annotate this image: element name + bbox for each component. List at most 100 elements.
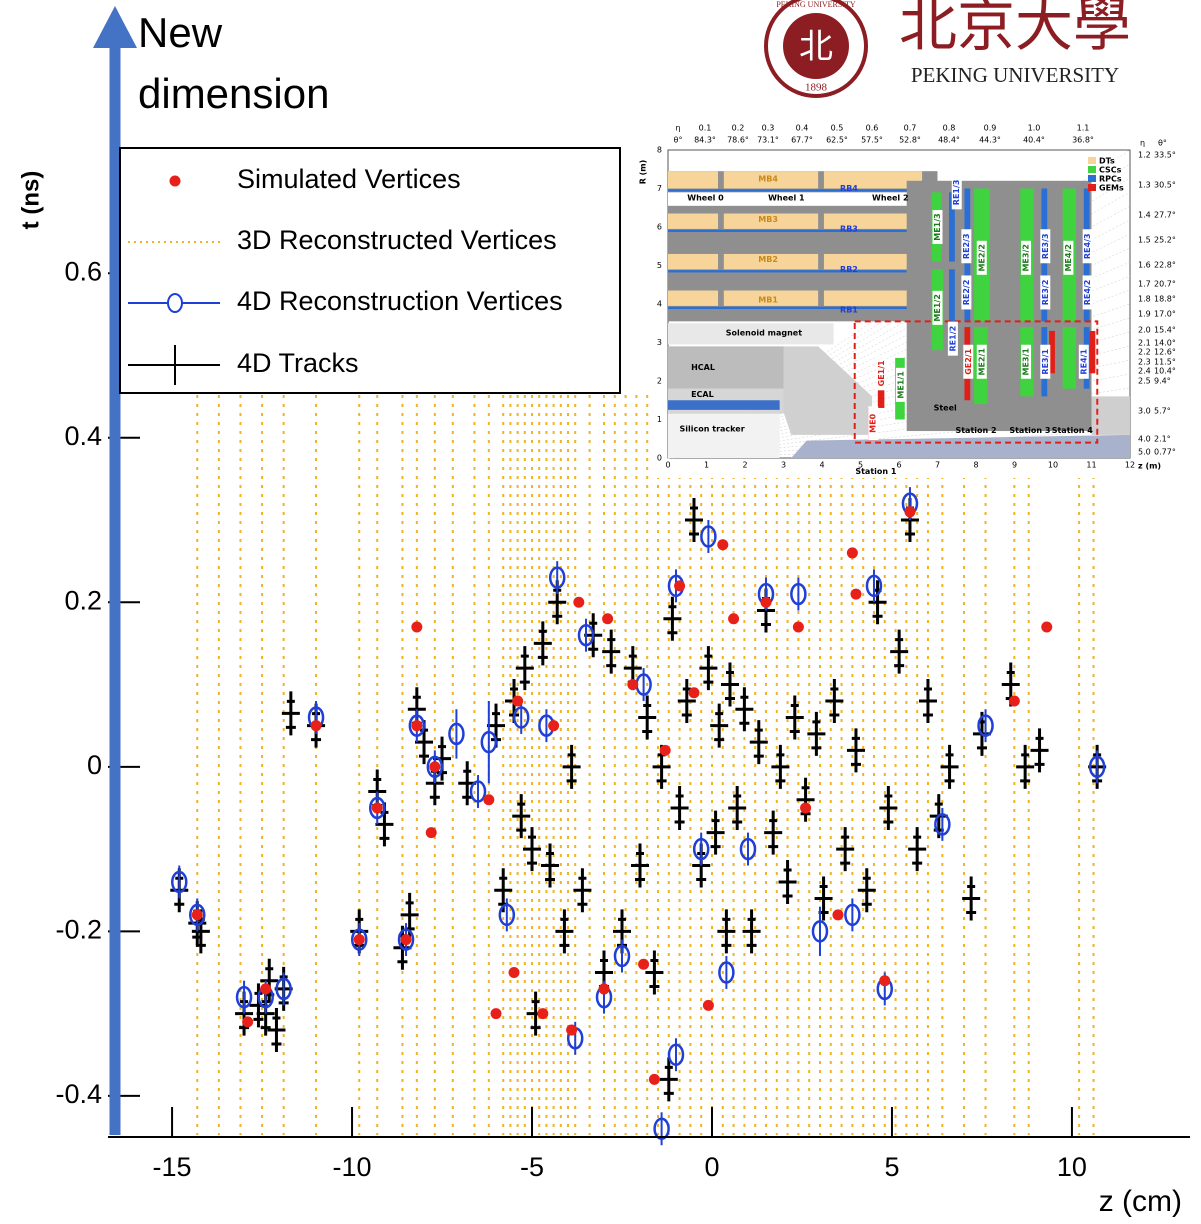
inset-eta-right: 2.5	[1138, 377, 1151, 386]
track	[487, 703, 506, 748]
track	[526, 991, 545, 1036]
inset-vertical-label: ME2/2	[977, 244, 986, 271]
simulated-vertex	[353, 934, 365, 946]
track	[433, 736, 452, 781]
simulated-vertex	[1041, 621, 1053, 633]
inset-legend-label: CSCs	[1099, 166, 1122, 175]
track	[778, 859, 797, 904]
dt-chamber	[823, 253, 923, 270]
inset-label-bg	[1040, 344, 1051, 379]
inset-r-tick: 3	[657, 338, 662, 347]
inset-label: ECAL	[691, 390, 714, 399]
track	[879, 785, 898, 830]
inset-eta-right: 1.2	[1138, 151, 1151, 160]
logo-name-en: PEKING UNIVERSITY	[911, 63, 1119, 87]
track	[890, 629, 909, 674]
legend-label: 4D Reconstruction Vertices	[237, 286, 563, 316]
reco-vertex	[235, 985, 253, 1009]
reco-vertex	[577, 623, 595, 647]
track	[807, 711, 826, 756]
inset-label-bg	[976, 344, 987, 379]
inset-eta-top: 1.0	[1028, 124, 1041, 133]
reco-vertex	[790, 582, 807, 606]
track	[857, 868, 876, 913]
simulated-vertex	[573, 596, 585, 608]
legend-marker	[167, 293, 183, 313]
inset-label-bg	[1082, 229, 1093, 264]
inset-label-bg	[1040, 275, 1051, 310]
legend-label: 3D Reconstructed Vertices	[237, 225, 557, 255]
inset-vertical-label: RE4/1	[1079, 348, 1088, 374]
inset-legend-swatch	[1088, 175, 1096, 182]
rpc-barrel	[668, 229, 923, 233]
inset-z-tick: 8	[973, 461, 978, 470]
track	[1016, 744, 1035, 789]
simulated-vertex	[411, 621, 423, 633]
track	[1001, 662, 1020, 707]
inset-theta-right: 9.4°	[1154, 377, 1171, 386]
inset-vertical-label: ME1/1	[896, 371, 905, 399]
track	[659, 1057, 678, 1102]
y-axis-arrow-head	[93, 6, 137, 48]
inset-theta-right: 5.7°	[1154, 407, 1171, 416]
inset-label: MB1	[758, 296, 778, 305]
inset-r-tick: 7	[657, 184, 662, 193]
simulated-vertex	[1008, 695, 1020, 707]
reco-vertex	[811, 920, 829, 943]
x-axis-label: z (cm)	[1099, 1185, 1182, 1218]
y-tick-label: 0.6	[64, 256, 102, 286]
inset-eta-top: 0.5	[831, 124, 844, 133]
inset-z-tick: 5	[858, 461, 863, 470]
inset-z-tick: 6	[896, 461, 901, 470]
track	[728, 785, 747, 830]
inset-vertical-label: ME3/1	[1022, 348, 1031, 376]
inset-z-tick: 2	[742, 461, 747, 470]
track	[670, 785, 689, 830]
inset-eta-right: 2.2	[1138, 348, 1151, 357]
dt-chamber	[668, 171, 719, 189]
gem-chamber	[1049, 330, 1055, 374]
seal-year: 1898	[805, 82, 828, 94]
simulated-vertex	[425, 827, 437, 839]
inset-r-tick: 4	[657, 300, 662, 309]
inset-label: RB3	[840, 224, 858, 233]
inset-eta-right: 2.3	[1138, 358, 1151, 367]
track	[512, 794, 531, 839]
dt-chamber	[723, 171, 819, 189]
reco-vertex	[718, 961, 735, 984]
inset-theta-top: 73.1°	[757, 136, 779, 145]
inset-theta-top: 36.8°	[1072, 136, 1094, 145]
inset-label: Wheel 1	[768, 194, 805, 203]
logo-name-cn: 北京大學	[899, 0, 1131, 59]
inset-theta-top: 44.3°	[979, 136, 1001, 145]
inset-eta-header: η	[1140, 139, 1145, 148]
simulated-vertex	[659, 744, 671, 756]
inset-vertical-label: ME0	[869, 413, 878, 432]
solenoid	[668, 323, 834, 345]
track	[602, 629, 621, 674]
track	[267, 1008, 286, 1053]
reco-vertex	[368, 796, 386, 820]
inset-label: Silicon tracker	[680, 425, 745, 434]
csc-chamber	[1062, 327, 1077, 389]
track	[494, 868, 513, 913]
x-tick-label: 0	[704, 1152, 719, 1182]
track	[541, 843, 560, 888]
track	[720, 662, 739, 707]
reco-vertex	[865, 574, 883, 598]
y-tick-label: -0.2	[55, 914, 102, 944]
reco-vertex	[498, 903, 516, 927]
inset-eta-top: 0.8	[943, 124, 956, 133]
simulated-vertex	[846, 547, 858, 559]
inset-theta-right: 17.0°	[1154, 310, 1176, 319]
inset-vertical-label: RE4/3	[1083, 233, 1092, 259]
inset-label: Steel	[934, 403, 957, 412]
inset-theta-right: 25.2°	[1154, 236, 1176, 245]
reco-vertex	[692, 837, 710, 861]
inset-z-tick: 1	[704, 461, 709, 470]
inset-label: Station 2	[955, 426, 996, 435]
y-tick-label: 0.4	[64, 421, 102, 451]
inset-theta-right: 20.7°	[1154, 280, 1176, 289]
inset-vertical-label: RE3/1	[1041, 348, 1050, 374]
inset-z-tick: 3	[781, 461, 786, 470]
